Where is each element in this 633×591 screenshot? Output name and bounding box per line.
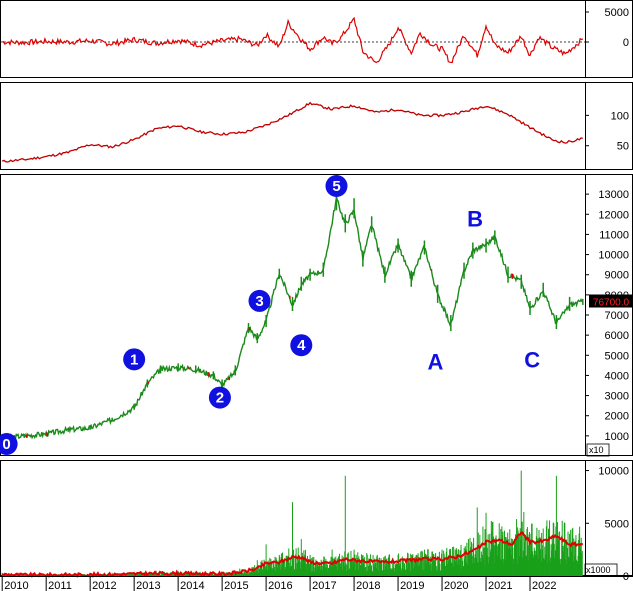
oscillator-line [2,16,584,64]
wave-marker-letter: A [428,349,444,374]
wave-marker-number: 1 [130,351,138,368]
wave-marker-letter: B [467,206,483,231]
x-tick-label: 2013 [136,580,160,591]
price-y-tick-label: 12000 [598,209,629,221]
price-y-tick-label: 5000 [605,350,629,362]
wave-marker-circle [0,433,18,455]
x-tick-label: 2018 [356,580,380,591]
last-price-box [589,294,633,308]
wave-marker-circle [208,386,231,409]
wave-marker-circle [123,348,146,371]
wave-marker-number: 0 [2,436,10,453]
wave-marker-circle [325,175,348,197]
price-y-tick-label: 3000 [605,391,629,403]
volume-multiplier: x1000 [586,565,611,575]
momentum-y-tick-label: 100 [611,110,629,122]
wave-markers: 0 1 2 3 4 5 A B C [0,175,540,455]
price-multiplier: x10 [589,445,604,455]
wave-marker-number: 5 [332,178,340,195]
momentum-y-tick-label: 50 [617,141,629,153]
last-price-label: 76700.0 [593,298,630,309]
wave-marker-number: 2 [216,390,224,407]
price-y-tick-label: 1000 [605,431,629,443]
price-y-tick-label: 4000 [605,370,629,382]
oscillator-y-tick-label: 5000 [605,7,629,19]
price-y-tick-label: 9000 [605,270,629,282]
x-tick-label: 2014 [180,580,204,591]
momentum-frame [0,82,633,170]
oscillator-y-tick-label: 0 [623,37,629,49]
momentum-line [1,101,583,163]
volume-average-line [1,531,584,579]
x-tick-label: 2019 [400,580,424,591]
x-tick-label: 2017 [312,580,336,591]
price-y-tick-label: 11000 [599,229,629,241]
oscillator-panel: 5000 0 [0,7,629,64]
price-y-tick-label: 13000 [598,189,629,201]
x-tick-label: 2022 [532,580,556,591]
price-y-tick-label: 7000 [605,310,629,322]
volume-y-tick-label: 10000 [598,466,629,478]
x-tick-label: 2015 [224,580,248,591]
x-tick-label: 2016 [268,580,292,591]
price-y-tick-label: 10000 [598,250,629,262]
x-tick-label: 2021 [488,580,512,591]
x-tick-label: 2010 [4,580,28,591]
panel-frames [0,0,633,576]
wave-marker-number: 3 [255,293,263,310]
price-panel: 1300012000110001000090008000700060005000… [1,189,633,457]
momentum-panel: 100 50 [1,101,629,163]
x-tick-label: 2011 [48,580,72,591]
wave-marker-number: 4 [297,337,306,354]
wave-marker-letter: C [524,347,540,372]
wave-marker-circle [248,289,271,312]
wave-marker-circle [290,334,313,357]
x-axis: 2010 2011 2012 2013 2014 2015 2016 2017 2018 2019… [0,576,633,591]
volume-panel: 1000050000x1000 [1,466,629,583]
price-multiplier-box [586,443,610,457]
x-tick-label: 2020 [444,580,468,591]
x-tick-label: 2012 [92,580,116,591]
price-y-tick-label: 2000 [605,411,629,423]
price-y-tick-label: 6000 [605,330,629,342]
price-line [1,196,583,442]
volume-y-tick-label: 5000 [605,518,629,530]
price-frame [0,174,633,456]
